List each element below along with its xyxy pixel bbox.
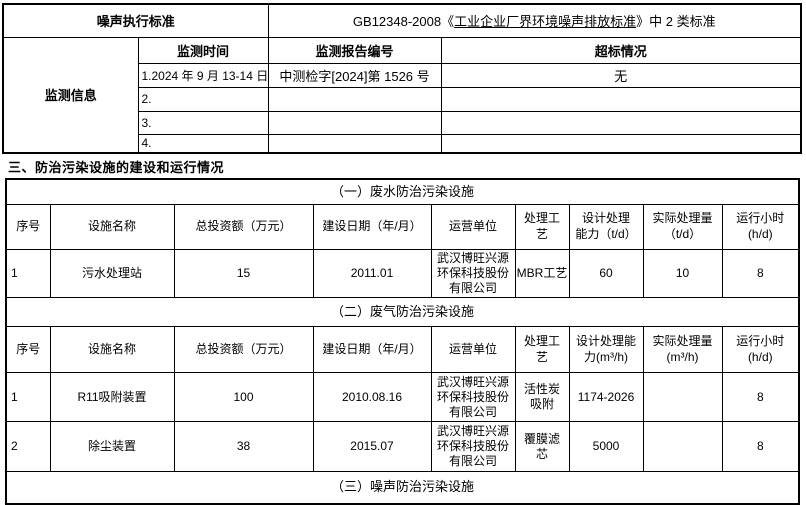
cell-report-number xyxy=(267,86,442,112)
waste-gas-facility-row: 1 R11吸附装置 100 2010.08.16 武汉博旺兴源 环保科技股份 有… xyxy=(5,372,800,422)
col-header-serial: 序号 xyxy=(5,326,51,373)
col-header-facility-name: 设施名称 xyxy=(49,204,175,250)
cell-process: 覆膜滤 芯 xyxy=(514,421,570,472)
col-header-process: 处理工 艺 xyxy=(514,204,570,250)
monitoring-row: 4. xyxy=(3,133,802,154)
cell-monitoring-time: 3. xyxy=(137,110,269,135)
cell-investment: 15 xyxy=(173,249,314,298)
col-header-investment: 总投资额（万元） xyxy=(173,204,314,250)
col-header-build-date: 建设日期（年/月） xyxy=(312,326,432,373)
cell-actual-throughput xyxy=(642,372,723,422)
col-header-actual-throughput: 实际处理量 (m³/h) xyxy=(642,326,723,373)
col-header-actual-throughput: 实际处理量 （t/d） xyxy=(642,204,723,250)
noise-standard-prefix: GB12348-2008《 xyxy=(352,14,455,30)
monitoring-info-table: 噪声执行标准 GB12348-2008《工业企业厂界环境噪声排放标准》中 2 类… xyxy=(2,3,802,154)
col-header-report-number: 监测报告编号 xyxy=(267,36,442,64)
cell-design-capacity: 1174-2026 xyxy=(568,372,644,422)
noise-standard-suffix: 》中 2 类标准 xyxy=(636,14,716,30)
cell-actual-throughput xyxy=(642,421,723,472)
cell-investment: 38 xyxy=(173,421,314,472)
section-title-wastewater: （一）废水防治污染设施 xyxy=(5,178,800,205)
section-title-waste-gas: （二）废气防治污染设施 xyxy=(5,297,800,327)
col-header-monitoring-time: 监测时间 xyxy=(137,36,269,64)
cell-build-date: 2015.07 xyxy=(312,421,432,472)
section-title-noise: （三）噪声防治污染设施 xyxy=(5,471,800,504)
cell-report-number: 中测检字[2024]第 1526 号 xyxy=(267,62,442,88)
col-header-run-hours: 运行小时 (h/d) xyxy=(721,204,800,250)
wastewater-facility-row: 1 污水处理站 15 2011.01 武汉博旺兴源 环保科技股份 有限公司 MB… xyxy=(5,249,800,298)
cell-design-capacity: 5000 xyxy=(568,421,644,472)
cell-process: 活性炭 吸附 xyxy=(514,372,570,422)
cell-operator: 武汉博旺兴源 环保科技股份 有限公司 xyxy=(430,421,516,472)
col-header-process: 处理工 艺 xyxy=(514,326,570,373)
col-header-exceedance: 超标情况 xyxy=(440,36,802,64)
cell-facility-name: 污水处理站 xyxy=(49,249,175,298)
cell-exceedance xyxy=(440,133,802,154)
col-header-investment: 总投资额（万元） xyxy=(173,326,314,373)
cell-exceedance xyxy=(440,110,802,135)
cell-serial: 1 xyxy=(5,372,51,422)
cell-operator: 武汉博旺兴源 环保科技股份 有限公司 xyxy=(430,372,516,422)
cell-actual-throughput: 10 xyxy=(642,249,723,298)
cell-serial: 1 xyxy=(5,249,51,298)
cell-serial: 2 xyxy=(5,421,51,472)
cell-exceedance xyxy=(440,86,802,112)
monitoring-info-label: 监测信息 xyxy=(2,36,139,154)
cell-monitoring-time: 4. xyxy=(137,133,269,154)
noise-standard-name: 工业企业厂界环境噪声排放标准 xyxy=(454,14,637,30)
cell-facility-name: R11吸附装置 xyxy=(49,372,175,422)
cell-monitoring-time: 1.2024 年 9 月 13-14 日 xyxy=(137,62,269,88)
cell-build-date: 2011.01 xyxy=(312,249,432,298)
cell-run-hours: 8 xyxy=(721,249,800,298)
cell-build-date: 2010.08.16 xyxy=(312,372,432,422)
col-header-design-capacity: 设计处理 能力（t/d） xyxy=(568,204,644,250)
cell-investment: 100 xyxy=(173,372,314,422)
col-header-design-capacity: 设计处理能 力(m³/h) xyxy=(568,326,644,373)
cell-facility-name: 除尘装置 xyxy=(49,421,175,472)
col-header-build-date: 建设日期（年/月） xyxy=(312,204,432,250)
noise-standard-label: 噪声执行标准 xyxy=(2,3,269,38)
cell-run-hours: 8 xyxy=(721,372,800,422)
cell-operator: 武汉博旺兴源 环保科技股份 有限公司 xyxy=(430,249,516,298)
noise-standard-value: GB12348-2008《工业企业厂界环境噪声排放标准》中 2 类标准 xyxy=(267,3,802,38)
cell-exceedance: 无 xyxy=(440,62,802,88)
facilities-table: （一）废水防治污染设施 序号 设施名称 总投资额（万元） 建设日期（年/月） 运… xyxy=(5,178,801,505)
cell-run-hours: 8 xyxy=(721,421,800,472)
cell-monitoring-time: 2. xyxy=(137,86,269,112)
wastewater-header-row: 序号 设施名称 总投资额（万元） 建设日期（年/月） 运营单位 处理工 艺 设计… xyxy=(5,204,800,250)
col-header-run-hours: 运行小时 (h/d) xyxy=(721,326,800,373)
col-header-operator: 运营单位 xyxy=(430,204,516,250)
waste-gas-header-row: 序号 设施名称 总投资额（万元） 建设日期（年/月） 运营单位 处理工 艺 设计… xyxy=(5,326,800,373)
col-header-facility-name: 设施名称 xyxy=(49,326,175,373)
cell-design-capacity: 60 xyxy=(568,249,644,298)
col-header-serial: 序号 xyxy=(5,204,51,250)
cell-report-number xyxy=(267,110,442,135)
waste-gas-facility-row: 2 除尘装置 38 2015.07 武汉博旺兴源 环保科技股份 有限公司 覆膜滤… xyxy=(5,421,800,472)
col-header-operator: 运营单位 xyxy=(430,326,516,373)
cell-process: MBR工艺 xyxy=(514,249,570,298)
cell-report-number xyxy=(267,133,442,154)
section-heading: 三、防治污染设施的建设和运行情况 xyxy=(8,160,225,175)
monitoring-row: 2. xyxy=(3,86,802,112)
